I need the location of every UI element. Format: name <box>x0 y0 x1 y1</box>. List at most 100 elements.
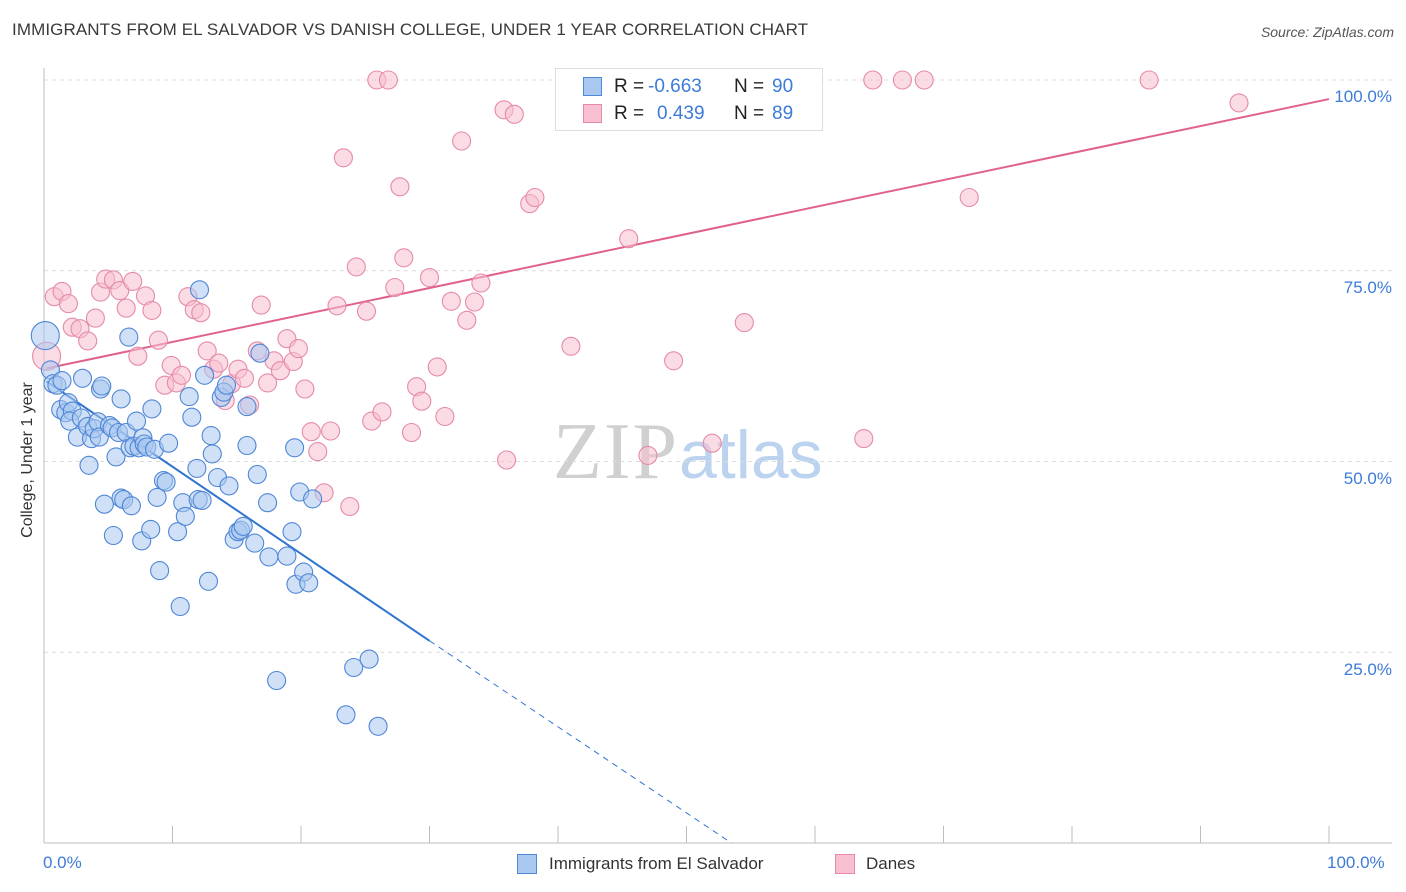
danes-point <box>497 450 517 470</box>
el-salvador-point <box>202 444 222 464</box>
watermark-atlas: atlas <box>679 417 823 493</box>
el-salvador-point <box>344 657 364 678</box>
danes-point <box>128 346 148 366</box>
danes-point <box>452 131 472 151</box>
el-salvador-point <box>103 525 123 546</box>
danes-point <box>234 368 255 388</box>
danes-point <box>854 429 874 449</box>
danes-point <box>171 365 192 385</box>
el-salvador-point <box>141 519 161 539</box>
danes-point <box>394 248 414 268</box>
legend-pink-swatch <box>835 854 855 874</box>
pink-r-value: 0.439 <box>657 103 705 124</box>
el-salvador-point <box>245 533 265 553</box>
el-salvador-point <box>92 376 112 396</box>
pink-n-value: 89 <box>772 103 794 124</box>
danes-point <box>142 300 162 320</box>
legend-blue-swatch <box>517 854 537 874</box>
el-salvador-point <box>179 387 199 407</box>
danes-point <box>914 70 934 90</box>
trend-lines <box>46 98 1330 844</box>
danes-point <box>1229 93 1249 113</box>
y-tick-25: 25.0% <box>1343 660 1392 679</box>
blue-n-label: N = <box>734 76 765 97</box>
el-salvador-point <box>233 516 253 536</box>
axes <box>43 68 1392 844</box>
danes-point <box>959 187 979 208</box>
el-salvador-point <box>30 321 60 351</box>
el-salvador-point <box>282 522 302 542</box>
danes-point <box>288 339 308 359</box>
blue-r-value: -0.663 <box>648 76 702 97</box>
el-salvador-point <box>237 435 257 456</box>
danes-point <box>209 353 229 373</box>
pink-n-label: N = <box>734 103 765 124</box>
danes-point <box>638 445 658 465</box>
danes-point <box>464 292 485 312</box>
el-salvador-point <box>94 494 114 514</box>
el-salvador-points <box>30 280 388 736</box>
danes-point <box>378 70 398 90</box>
danes-point <box>191 303 211 323</box>
danes-point <box>619 229 639 249</box>
el-salvador-point <box>52 371 72 391</box>
el-salvador-point <box>285 438 305 458</box>
el-salvador-point <box>368 716 388 736</box>
el-salvador-point <box>126 411 147 431</box>
watermark: ZIPatlas <box>553 405 823 498</box>
danes-point <box>441 291 461 311</box>
el-salvador-point <box>111 389 131 409</box>
stats-row-pink: R = 0.439 N = 89 <box>556 100 822 128</box>
el-salvador-point <box>237 397 257 417</box>
danes-point <box>435 406 455 427</box>
danes-point <box>457 310 477 330</box>
el-salvador-point <box>201 426 221 446</box>
danes-point <box>58 294 78 314</box>
el-salvador-point <box>219 476 239 496</box>
danes-point <box>664 351 684 371</box>
el-salvador-point <box>142 399 162 419</box>
el-salvador-point <box>192 490 212 510</box>
danes-point <box>110 281 130 301</box>
el-salvador-point <box>150 561 170 581</box>
el-salvador-point <box>168 522 188 542</box>
el-salvador-point <box>182 407 202 427</box>
y-tick-50: 50.0% <box>1343 469 1392 488</box>
danes-point <box>116 298 136 318</box>
danes-point <box>327 296 347 316</box>
danes-trend-line <box>46 98 1330 370</box>
el-salvador-point <box>187 458 207 478</box>
danes-point <box>412 391 432 411</box>
danes-point <box>308 442 328 462</box>
el-salvador-point <box>195 365 215 385</box>
blue-n-value: 90 <box>772 76 794 97</box>
stats-row-blue: R = -0.663 N = 90 <box>556 73 822 101</box>
source-credit: Source: ZipAtlas.com <box>1260 24 1394 40</box>
el-salvador-point <box>79 455 99 475</box>
el-salvador-point <box>159 433 179 453</box>
danes-point <box>1139 70 1159 90</box>
danes-point <box>301 422 321 442</box>
danes-point <box>270 361 290 381</box>
danes-point <box>372 402 392 422</box>
danes-point <box>419 268 440 288</box>
el-salvador-point <box>189 280 210 300</box>
el-salvador-point <box>106 447 126 467</box>
y-tick-100: 100.0% <box>1334 87 1392 106</box>
legend-blue-label: Immigrants from El Salvador <box>549 854 764 873</box>
danes-point <box>504 104 524 124</box>
danes-point <box>525 187 545 208</box>
pink-r-label: R = <box>614 103 645 124</box>
danes-point <box>333 148 353 168</box>
danes-point <box>148 330 168 350</box>
danes-point <box>85 308 105 328</box>
danes-point <box>892 70 912 90</box>
danes-point <box>258 373 278 393</box>
el-salvador-point <box>267 670 287 691</box>
x-tick-0: 0.0% <box>43 853 82 872</box>
danes-point <box>251 295 271 315</box>
danes-point <box>863 70 883 90</box>
danes-point <box>390 177 410 197</box>
danes-point <box>78 331 98 351</box>
